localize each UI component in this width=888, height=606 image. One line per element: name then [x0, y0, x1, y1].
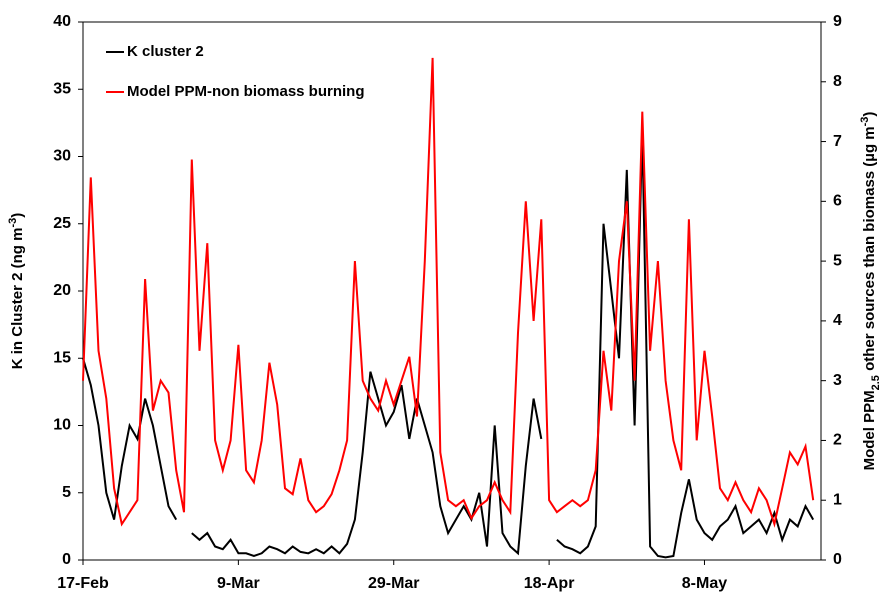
y2-tick-label: 7	[833, 133, 842, 150]
y-axis-label: K in Cluster 2 (ng m-3)	[7, 213, 26, 369]
y2-tick-label: 4	[833, 312, 842, 329]
y2-axis-label: Model PPM2.5 other sources than biomass …	[859, 112, 882, 471]
y-tick-label: 35	[53, 80, 71, 97]
y2-tick-label: 3	[833, 372, 842, 389]
y-tick-label: 10	[53, 417, 71, 434]
x-tick-label: 9-Mar	[217, 575, 260, 592]
y2-tick-label: 2	[833, 432, 842, 449]
x-tick-label: 18-Apr	[524, 575, 575, 592]
y2-label-sub: 2.5	[870, 375, 882, 390]
x-tick-label: 8-May	[682, 575, 727, 592]
y2-label-part: Model PPM	[861, 390, 878, 470]
series-line	[82, 57, 815, 528]
x-tick-label: 29-Mar	[368, 575, 420, 592]
y2-tick-label: 6	[833, 193, 842, 210]
y2-label-sup: -3	[859, 117, 871, 127]
y2-tick-label: 0	[833, 551, 842, 568]
legend-label: K cluster 2	[127, 43, 204, 60]
y-label-part: )	[9, 213, 26, 218]
y-label-sup: -3	[7, 218, 19, 228]
y-tick-label: 25	[53, 215, 71, 232]
y2-tick-label: 8	[833, 73, 842, 90]
y2-tick-label: 5	[833, 252, 842, 269]
y-tick-label: 40	[53, 13, 71, 30]
y-tick-label: 15	[53, 349, 71, 366]
plot-frame	[82, 21, 822, 561]
y2-tick-label: 9	[833, 13, 842, 30]
x-tick-label: 17-Feb	[57, 575, 109, 592]
legend-label: Model PPM-non biomass burning	[127, 83, 365, 100]
y2-label-part: )	[861, 112, 878, 117]
series-line	[82, 129, 815, 559]
y-label-part: K in Cluster 2 (ng m	[9, 228, 26, 370]
y-tick-label: 30	[53, 148, 71, 165]
y-tick-label: 0	[62, 551, 71, 568]
y2-tick-label: 1	[833, 491, 842, 508]
y2-label-part: other sources than biomass (µg m	[861, 126, 878, 375]
y-tick-label: 5	[62, 484, 71, 501]
y-tick-label: 20	[53, 282, 71, 299]
